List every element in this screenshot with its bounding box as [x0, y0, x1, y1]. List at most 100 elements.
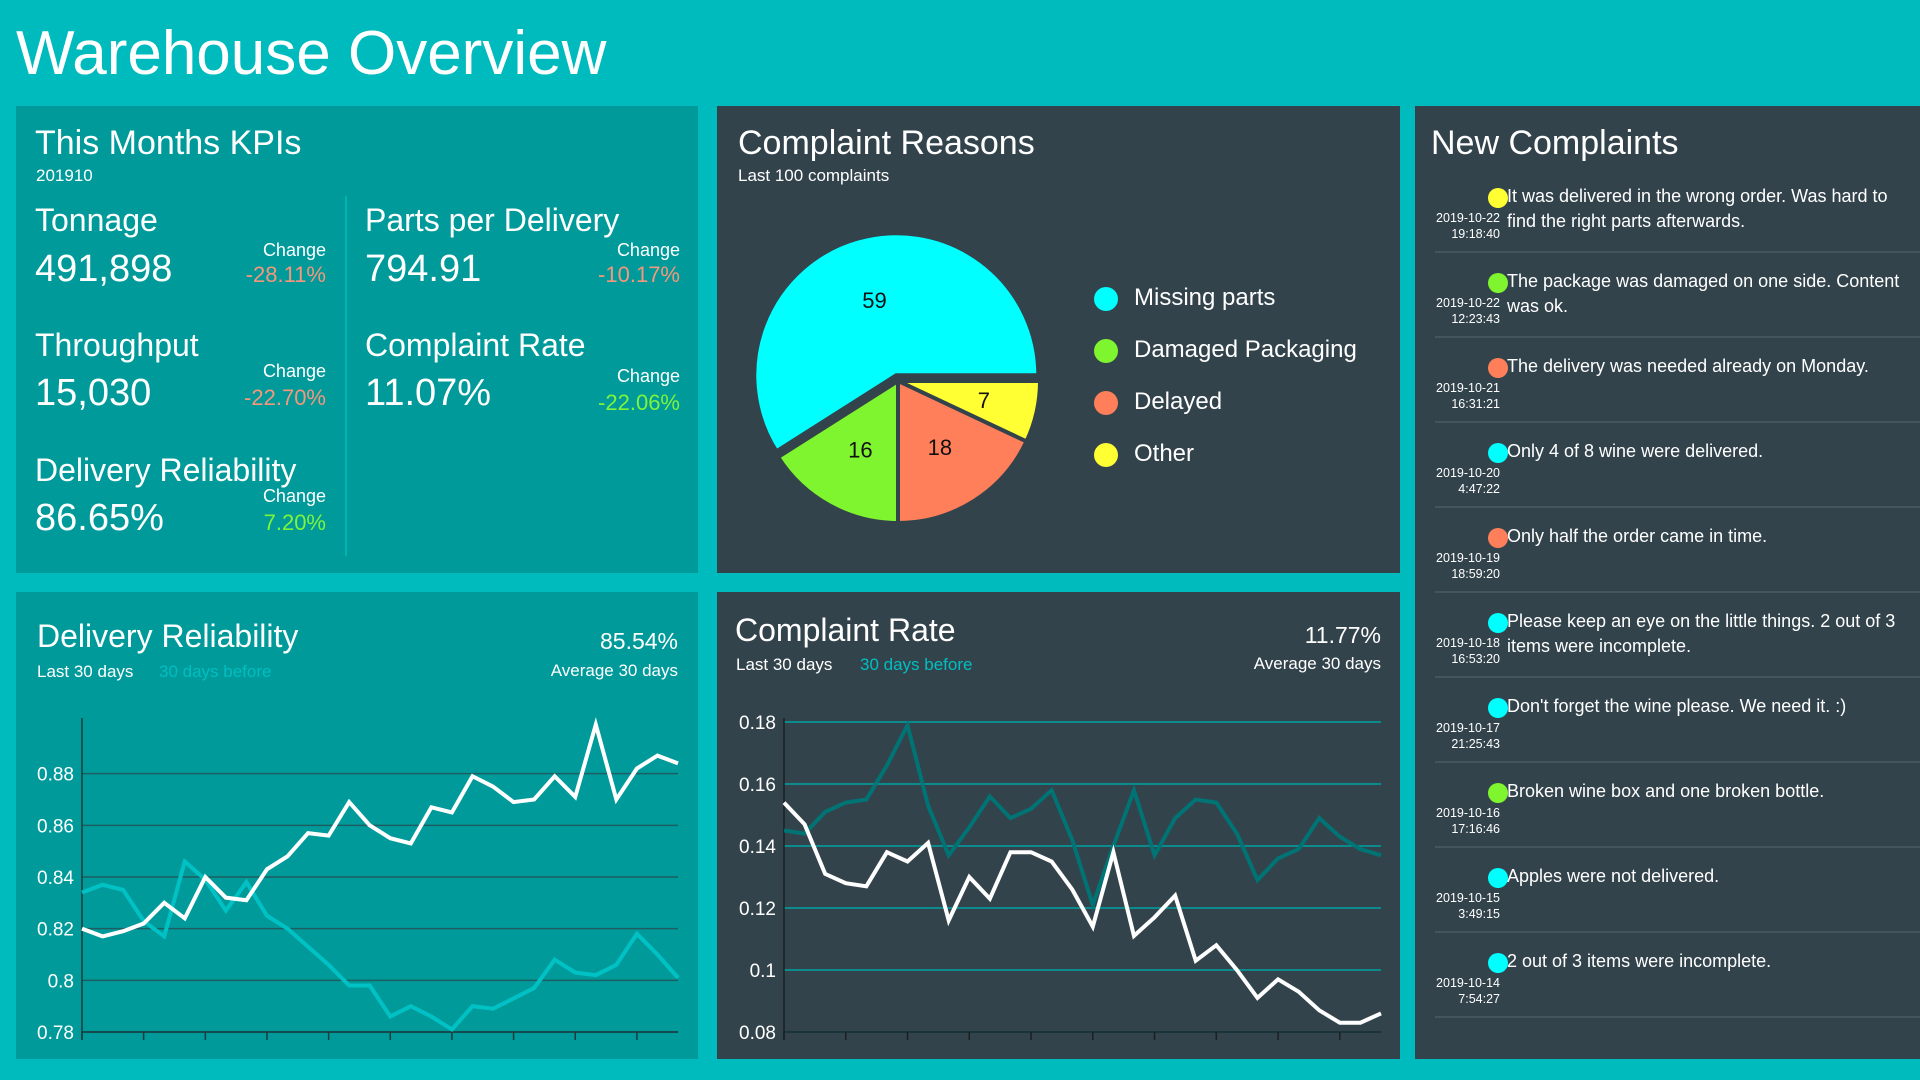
complaint-item[interactable]: The package was damaged on one side. Con… [1415, 271, 1920, 368]
complaint-text: It was delivered in the wrong order. Was… [1507, 186, 1888, 231]
complaint-time: 18:59:20 [1451, 567, 1500, 581]
y-tick-label: 0.12 [739, 899, 776, 920]
complaint-date: 2019-10-21 [1436, 381, 1500, 395]
reason-color-dot-icon [1488, 613, 1508, 633]
complaint-rate-line-chart: 0.08 0.1 0.12 0.14 0.16 0.18 [739, 713, 1382, 1044]
y-tick-label: 0.86 [37, 816, 74, 837]
complaint-item[interactable]: 2 out of 3 items were incomplete. 2019-10… [1415, 951, 1920, 1048]
complaint-timestamp: 2019-10-14 7:54:27 [1436, 975, 1500, 1007]
complaint-time: 16:31:21 [1451, 397, 1500, 411]
kpi-change-label: Change [262, 486, 326, 506]
complaint-timestamp: 2019-10-20 4:47:22 [1436, 465, 1500, 497]
complaint-date: 2019-10-16 [1436, 806, 1500, 820]
legend-last-30-days: Last 30 days [736, 655, 833, 674]
complaint-item[interactable]: The delivery was needed already on Monda… [1415, 356, 1920, 453]
complaint-text: Only 4 of 8 wine were delivered. [1507, 441, 1764, 461]
complaint-reasons-subtitle: Last 100 complaints [738, 166, 890, 185]
complaint-date: 2019-10-20 [1436, 466, 1500, 480]
legend-label: Missing parts [1134, 284, 1276, 311]
complaint-time: 4:47:22 [1458, 482, 1500, 496]
delivery-reliability-line-chart: 0.78 0.8 0.82 0.84 0.86 0.88 [37, 717, 680, 1044]
reason-color-dot-icon [1488, 273, 1508, 293]
reason-color-dot-icon [1488, 528, 1508, 548]
list-separator [1435, 251, 1920, 253]
series-line-30-days-before [81, 857, 680, 1033]
series-line-last-30-days [81, 717, 679, 939]
complaint-date: 2019-10-15 [1436, 891, 1500, 905]
delivery-reliability-chart-panel: Delivery Reliability Last 30 days 30 day… [16, 592, 698, 1059]
complaint-item[interactable]: Please keep an eye on the little things.… [1415, 611, 1920, 708]
complaint-text: Don't forget the wine please. We need it… [1507, 696, 1847, 716]
y-tick-label: 0.1 [750, 961, 776, 982]
complaint-item[interactable]: It was delivered in the wrong order. Was… [1415, 186, 1920, 283]
kpi-value: 15,030 [35, 372, 152, 414]
reason-color-dot-icon [1488, 443, 1508, 463]
reason-color-dot-icon [1488, 868, 1508, 888]
complaint-time: 19:18:40 [1451, 227, 1500, 241]
list-separator [1435, 506, 1920, 508]
kpi-panel-title: This Months KPIs [35, 124, 302, 162]
complaint-reasons-panel: Complaint Reasons Last 100 complaints 7 1… [717, 106, 1400, 573]
average-value: 85.54% [599, 628, 678, 654]
complaint-text: Apples were not delivered. [1507, 866, 1720, 886]
pie-data-label: 18 [928, 435, 952, 460]
series-line-30-days-before [783, 719, 1382, 912]
pie-data-label: 16 [848, 437, 872, 462]
complaint-time: 21:25:43 [1451, 737, 1500, 751]
complaint-item[interactable]: Don't forget the wine please. We need it… [1415, 696, 1920, 793]
pie-slice-delayed[interactable] [896, 377, 1030, 526]
average-value: 11.77% [1304, 622, 1381, 648]
complaint-date: 2019-10-18 [1436, 636, 1500, 650]
legend-label: Delayed [1134, 388, 1223, 415]
kpi-label: Parts per Delivery [365, 202, 620, 238]
legend-label: Other [1134, 440, 1195, 467]
kpi-period: 201910 [36, 166, 93, 185]
kpi-change-label: Change [616, 366, 680, 386]
complaint-item[interactable]: Apples were not delivered. 2019-10-15 3:49… [1415, 866, 1920, 963]
average-label: Average 30 days [550, 661, 678, 680]
complaint-text: 2 out of 3 items were incomplete. [1507, 951, 1772, 971]
series-line-last-30-days [782, 801, 1382, 1025]
y-tick-label: 0.8 [48, 971, 74, 992]
complaint-item[interactable]: Only 4 of 8 wine were delivered. 2019-10-… [1415, 441, 1920, 538]
complaint-timestamp: 2019-10-22 12:23:43 [1436, 295, 1500, 327]
complaint-timestamp: 2019-10-21 16:31:21 [1436, 380, 1500, 412]
complaint-text: The package was damaged on one side. Con… [1507, 271, 1900, 316]
pie-slice-damaged-packaging[interactable] [775, 377, 900, 526]
y-tick-label: 0.14 [739, 837, 776, 858]
legend-color-dot-icon [1094, 443, 1118, 467]
complaint-date: 2019-10-22 [1436, 296, 1500, 310]
complaint-text: Broken wine box and one broken bottle. [1507, 781, 1825, 801]
complaint-text: Only half the order came in time. [1507, 526, 1768, 546]
new-complaints-title: New Complaints [1431, 124, 1679, 162]
list-separator [1435, 1016, 1920, 1018]
complaint-reasons-pie-chart: 7 18 16 59 [752, 231, 1043, 526]
complaint-time: 12:23:43 [1451, 312, 1500, 326]
kpi-value: 86.65% [35, 497, 164, 539]
reason-color-dot-icon [1488, 783, 1508, 803]
page-title: Warehouse Overview [16, 19, 607, 88]
complaint-time: 3:49:15 [1458, 907, 1500, 921]
y-tick-label: 0.16 [739, 775, 776, 796]
complaint-item[interactable]: Only half the order came in time. 2019-10… [1415, 526, 1920, 623]
kpi-panel: This Months KPIs 201910 Tonnage 491,898 … [16, 106, 698, 573]
list-separator [1435, 931, 1920, 933]
complaint-date: 2019-10-19 [1436, 551, 1500, 565]
complaint-timestamp: 2019-10-18 16:53:20 [1436, 635, 1500, 667]
complaint-rate-chart-panel: Complaint Rate Last 30 days 30 days befo… [717, 592, 1400, 1059]
complaint-timestamp: 2019-10-15 3:49:15 [1436, 890, 1500, 922]
list-separator [1435, 591, 1920, 593]
complaint-text: The delivery was needed already on Monda… [1507, 356, 1869, 376]
complaint-time: 7:54:27 [1458, 992, 1500, 1006]
complaint-time: 17:16:46 [1451, 822, 1500, 836]
kpi-label: Complaint Rate [365, 327, 586, 363]
complaint-item[interactable]: Broken wine box and one broken bottle. 20… [1415, 781, 1920, 878]
kpi-change-label: Change [262, 240, 326, 260]
pie-slice-missing-parts[interactable] [752, 231, 1041, 455]
complaint-timestamp: 2019-10-22 19:18:40 [1436, 210, 1500, 242]
kpi-change-value: -22.06% [598, 390, 680, 415]
complaint-date: 2019-10-17 [1436, 721, 1500, 735]
reason-color-dot-icon [1488, 188, 1508, 208]
kpi-label: Delivery Reliability [35, 452, 297, 488]
y-tick-label: 0.78 [37, 1023, 74, 1044]
